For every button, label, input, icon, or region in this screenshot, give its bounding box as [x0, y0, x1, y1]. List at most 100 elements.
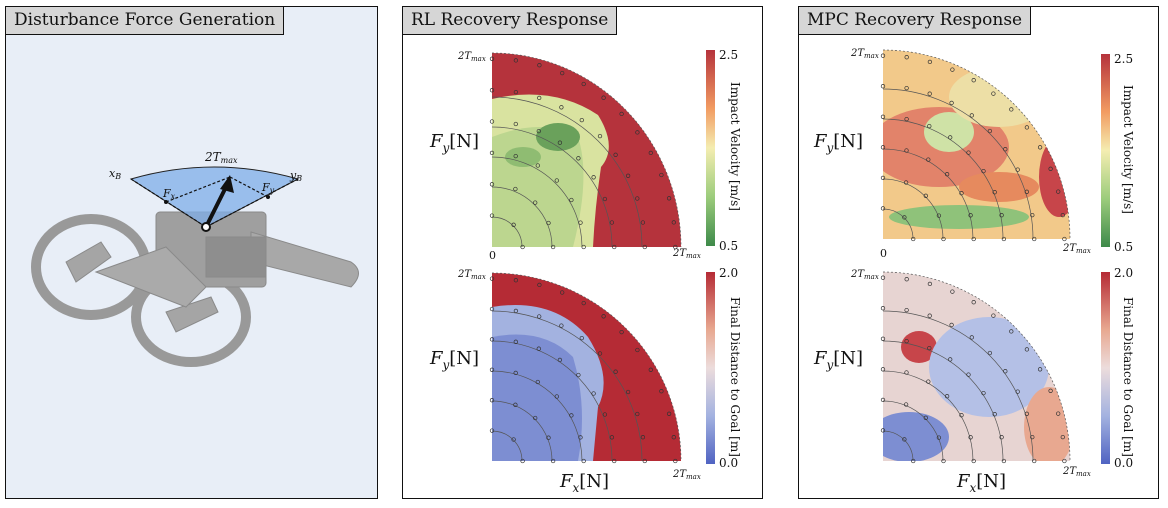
mpc-distance-min: 0.0: [1114, 456, 1133, 470]
rl-tick-zero: 0: [489, 249, 496, 262]
mpc-distance-sample-point: [948, 357, 953, 362]
rl-distance-sample-point: [550, 458, 556, 464]
mpc-velocity-sample-point: [966, 150, 971, 155]
mpc-tick-zero: 0: [880, 247, 887, 260]
mpc-distance-sample-point: [902, 437, 907, 442]
mpc-velocity-sample-point: [904, 85, 909, 91]
mpc-distance-sample-point: [968, 435, 973, 440]
mpc-distance-sample-point: [1024, 347, 1030, 352]
mpc-tick-2tmax-x2: 2Tmax: [1062, 466, 1091, 478]
rl-velocity-sample-point: [635, 130, 640, 135]
mpc-distance-sample-point: [936, 435, 942, 440]
mpc-fy-label-top: Fy[N]: [813, 131, 863, 155]
mpc-panel-title: MPC Recovery Response: [798, 6, 1032, 35]
rl-velocity-sample-point: [579, 117, 584, 123]
mpc-velocity-sample-point: [968, 213, 973, 218]
mpc-velocity-sample-point: [904, 116, 909, 122]
mpc-velocity-sample-point: [948, 135, 953, 140]
rl-distance-sample-point: [513, 370, 518, 376]
rl-velocity-sample-point: [513, 121, 518, 127]
rl-velocity-sample-point: [511, 222, 516, 227]
rl-velocity-sample-point: [581, 244, 586, 250]
mpc-velocity-sample-point: [880, 175, 886, 181]
mpc-velocity-sample-point: [992, 190, 997, 195]
rl-velocity-sample-point: [537, 95, 542, 101]
rl-velocity-sample-point: [625, 173, 631, 178]
rl-velocity-sample-point: [673, 244, 678, 250]
rl-distance-sample-point: [659, 389, 664, 394]
mpc-velocity-sample-point: [927, 91, 932, 96]
mpc-velocity-sample-point: [991, 91, 996, 96]
drone-arm: [94, 246, 207, 308]
mpc-distance-sample-point: [1001, 458, 1007, 464]
rl-velocity-sample-point: [513, 89, 519, 95]
rl-distance-sample-point: [602, 412, 608, 417]
force-arrow: [204, 182, 230, 228]
mpc-velocity-sample-point: [880, 114, 886, 119]
mpc-velocity-sample-point: [971, 236, 976, 242]
mpc-distance-sample-points: [880, 275, 1067, 464]
mpc-distance-colorbar-label: Final Distance to Goal [m]: [1121, 297, 1135, 457]
mpc-distance-sample-point: [923, 415, 928, 420]
mpc-distance-sample-point: [1048, 388, 1053, 393]
mpc-distance-sample-point: [904, 277, 909, 282]
mpc-distance-sample-point: [959, 413, 964, 418]
rl-velocity-sample-point: [535, 163, 540, 168]
mpc-velocity-sample-point: [880, 84, 886, 89]
force-arrowhead: [220, 175, 234, 193]
mpc-distance-sample-point: [1030, 434, 1035, 440]
rl-velocity-sample-point: [613, 152, 618, 157]
rl-distance-sample-point: [640, 435, 646, 440]
mpc-velocity-sample-point: [1062, 236, 1067, 242]
mpc-velocity-colorbar: [1101, 54, 1110, 247]
mpc-distance-sample-point: [927, 281, 933, 287]
disturbance-panel: Disturbance Force Generation 2Tmax xB: [5, 6, 378, 499]
mpc-velocity-max: 2.5: [1114, 52, 1133, 66]
rl-distance-sample-point: [666, 411, 672, 416]
rl-velocity-sample-point: [640, 220, 646, 225]
mpc-velocity-sample-point: [949, 100, 954, 106]
mpc-distance-sample-point: [1003, 369, 1008, 374]
rl-distance-sample-point: [569, 413, 574, 418]
xb-label: xB: [109, 167, 121, 181]
rl-tick-2tmax-y1: 2Tmax: [457, 51, 486, 63]
mpc-tick-2tmax-x1: 2Tmax: [1062, 243, 1091, 255]
mpc-distance-sample-point: [903, 402, 909, 407]
drone-diagram: 2Tmax xB yB Fx Fy: [31, 150, 359, 367]
mpc-distance-sample-point: [1056, 411, 1061, 416]
mpc-distance-sample-point: [1062, 458, 1067, 464]
drone-tail: [250, 231, 359, 288]
rl-tick-2tmax-y2: 2Tmax: [457, 269, 486, 281]
rl-distance-heatmap: [492, 273, 681, 461]
mpc-distance-sample-point: [1009, 329, 1014, 334]
mpc-distance-sample-point: [880, 428, 886, 433]
rl-distance-sample-point: [489, 276, 495, 281]
rl-velocity-sample-point: [591, 175, 596, 180]
mpc-fy-label-bottom: Fy[N]: [813, 348, 863, 372]
rl-velocity-grid: [491, 52, 682, 248]
mpc-velocity-sample-point: [1024, 189, 1029, 194]
rl-distance-sample-point: [613, 369, 618, 374]
rl-velocity-sample-point: [489, 56, 495, 61]
rl-velocity-sample-point: [513, 153, 518, 159]
rl-velocity-sample-point: [612, 244, 617, 250]
rl-velocity-sample-point: [578, 220, 583, 225]
rl-velocity-colorbar-label: Impact Velocity [m/s]: [728, 82, 742, 211]
fy-dashed: [229, 176, 269, 198]
rl-distance-sample-point: [546, 435, 551, 440]
mpc-distance-sample-point: [991, 313, 996, 318]
rl-fy-label-top: Fy[N]: [429, 131, 479, 155]
mpc-velocity-sample-point: [911, 236, 916, 242]
mpc-distance-sample-point: [880, 367, 886, 372]
disturbance-panel-title: Disturbance Force Generation: [5, 6, 285, 35]
rl-velocity-sample-point: [671, 220, 676, 225]
rl-panel: RL Recovery Response: [402, 6, 763, 499]
rl-velocity-sample-point: [597, 133, 603, 139]
fx-dashed: [165, 176, 231, 203]
mpc-distance-sample-point: [880, 275, 886, 280]
mpc-velocity-sample-point: [1032, 236, 1037, 242]
rl-velocity-sample-point: [513, 186, 518, 192]
mpc-velocity-sample-point: [950, 67, 955, 72]
mpc-distance-sample-point: [1032, 458, 1037, 464]
mpc-distance-sample-point: [904, 370, 909, 375]
